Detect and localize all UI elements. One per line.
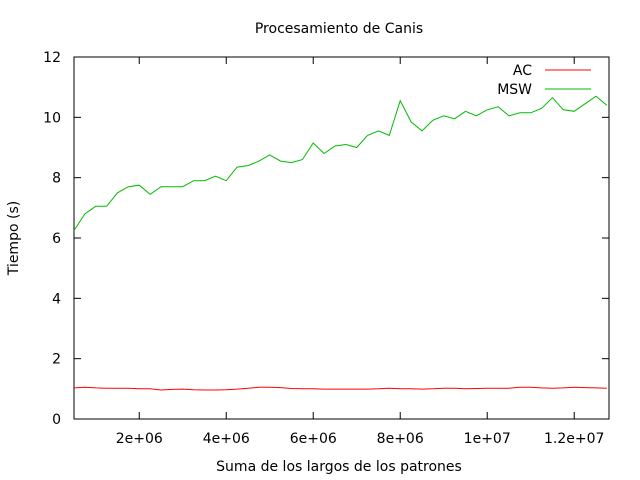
x-tick-label: 1.2e+07 [544, 431, 604, 447]
legend-label-ac: AC [513, 63, 532, 79]
y-tick-label: 0 [52, 412, 61, 428]
x-axis-label: Suma de los largos de los patrones [216, 459, 462, 475]
y-tick-label: 12 [43, 50, 61, 66]
plot-frame [73, 56, 610, 420]
y-tick-label: 4 [52, 291, 61, 307]
y-tick-label: 8 [52, 171, 61, 187]
x-axis: 2e+06 4e+06 6e+06 8e+06 1e+07 1.2e+07 [116, 57, 604, 447]
x-tick-label: 2e+06 [116, 431, 163, 447]
y-tick-label: 6 [52, 231, 61, 247]
plot-border [73, 56, 610, 420]
y-tick-label: 2 [52, 352, 61, 368]
x-tick-label: 1e+07 [464, 431, 511, 447]
series-line-ac [73, 386, 607, 391]
series-line-msw [73, 95, 608, 231]
legend: AC MSW [497, 63, 591, 98]
legend-label-msw: MSW [497, 82, 532, 98]
y-axis: 0 2 4 6 8 10 12 [43, 50, 609, 428]
y-axis-label: Tiempo (s) [6, 201, 22, 276]
chart-title: Procesamiento de Canis [255, 21, 423, 37]
x-tick-label: 6e+06 [290, 431, 337, 447]
x-tick-label: 8e+06 [377, 431, 424, 447]
series-layer [73, 95, 608, 391]
y-tick-label: 10 [43, 110, 61, 126]
x-tick-label: 4e+06 [203, 431, 250, 447]
